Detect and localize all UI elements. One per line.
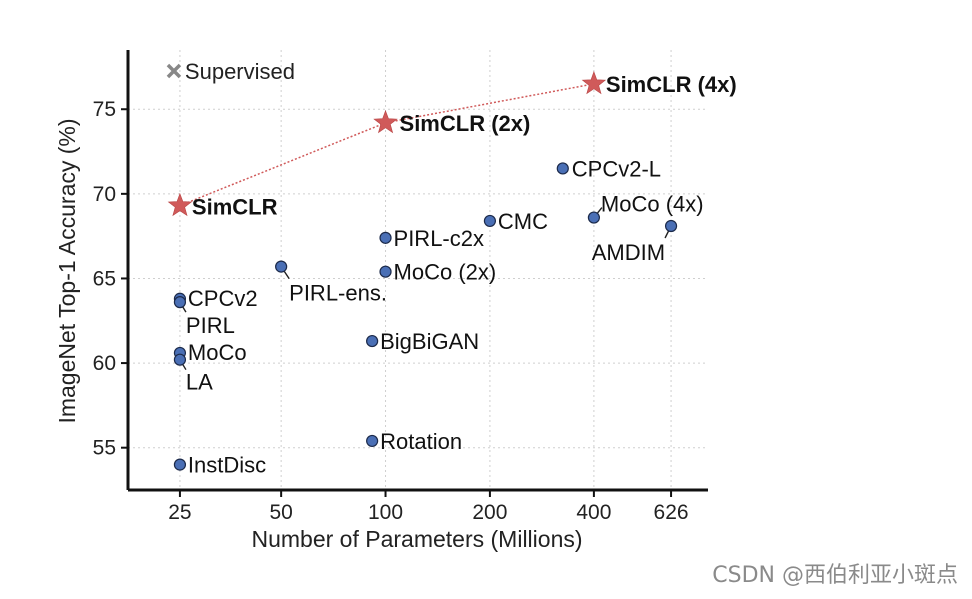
- star-point-label: SimCLR: [192, 195, 278, 220]
- x-tick-label: 400: [576, 501, 611, 524]
- y-tick-label: 60: [93, 352, 116, 375]
- data-point: [556, 162, 569, 175]
- legend-marker: [166, 63, 182, 79]
- y-tick-label: 75: [93, 98, 116, 121]
- star-point: [373, 109, 398, 134]
- data-point-label: LA: [186, 370, 213, 395]
- data-point-label: CPCv2-L: [572, 156, 661, 181]
- x-tick-label: 626: [654, 501, 689, 524]
- data-point-label: AMDIM: [592, 240, 665, 265]
- data-point: [173, 458, 187, 471]
- data-point: [173, 296, 187, 309]
- watermark: CSDN @西伯利亚小斑点: [712, 563, 958, 588]
- x-tick-label: 50: [269, 501, 292, 524]
- star-point: [167, 192, 193, 217]
- data-point-label: InstDisc: [188, 453, 266, 478]
- star-point-label: SimCLR (2x): [400, 111, 531, 136]
- data-point: [483, 214, 497, 228]
- x-tick-label: 200: [472, 501, 507, 524]
- data-point: [173, 353, 187, 366]
- y-axis-title: ImageNet Top-1 Accuracy (%): [54, 118, 80, 423]
- data-point-label: Rotation: [380, 429, 462, 454]
- data-point-label: PIRL-ens.: [289, 281, 387, 306]
- y-tick-label: 65: [93, 267, 116, 290]
- legend: Supervised: [166, 59, 295, 84]
- point-labels: SimCLR SimCLR (2x) SimCLR (4x) CPCv2-L MoCo …: [186, 72, 737, 478]
- simclr-connector: [179, 83, 595, 207]
- data-point: [664, 219, 678, 233]
- data-point: [275, 260, 288, 273]
- x-axis-ticks: 25 50 100 200 400 626: [168, 490, 689, 524]
- data-point-label: CPCv2: [188, 286, 258, 311]
- axes: [126, 50, 708, 492]
- star-point: [581, 70, 607, 95]
- data-point-label: BigBiGAN: [380, 329, 479, 354]
- data-point: [366, 334, 379, 348]
- data-point: [587, 211, 600, 224]
- data-point-label: PIRL: [186, 313, 235, 338]
- grid: [128, 50, 708, 490]
- simclr-line: [179, 83, 595, 207]
- y-axis-ticks: 55 60 65 70 75: [93, 98, 128, 460]
- x-tick-label: 25: [168, 501, 191, 524]
- data-point-label: PIRL-c2x: [394, 226, 484, 251]
- data-point: [379, 265, 392, 278]
- legend-label: Supervised: [185, 59, 295, 84]
- data-point-label: MoCo (4x): [601, 192, 704, 217]
- y-tick-label: 70: [93, 183, 116, 206]
- x-tick-label: 100: [368, 501, 403, 524]
- data-point-label: MoCo (2x): [394, 260, 497, 285]
- data-point: [379, 231, 392, 244]
- y-tick-label: 55: [93, 437, 116, 460]
- data-point: [366, 434, 379, 448]
- data-points: [167, 70, 678, 471]
- data-point-label: MoCo: [188, 340, 247, 365]
- x-axis-title: Number of Parameters (Millions): [251, 526, 582, 552]
- star-point-label: SimCLR (4x): [606, 72, 737, 97]
- data-point-label: CMC: [498, 209, 548, 234]
